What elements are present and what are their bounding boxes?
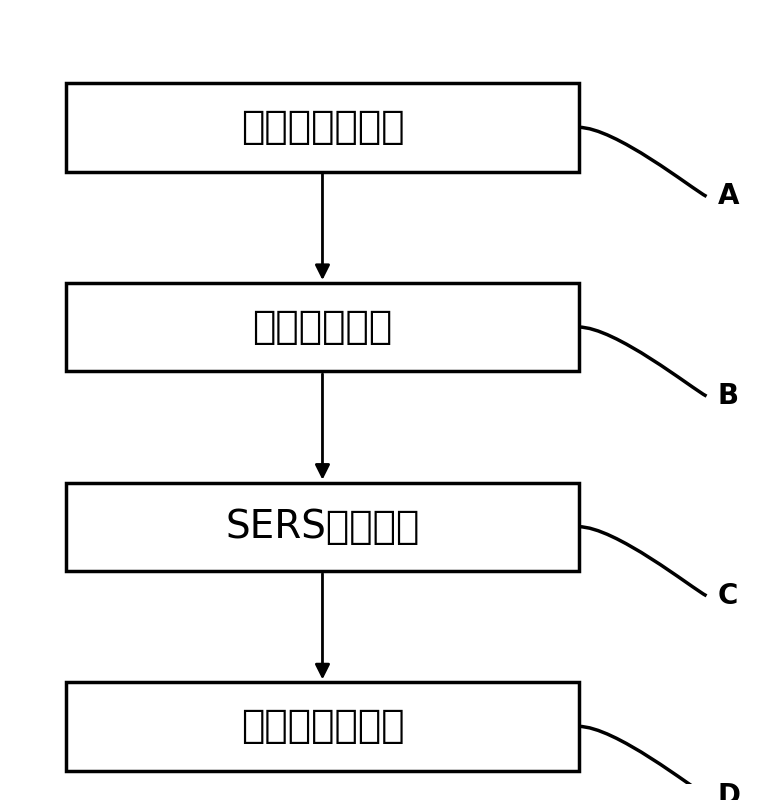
Text: A: A — [718, 182, 739, 210]
Text: SERS基底合成: SERS基底合成 — [226, 508, 420, 546]
FancyBboxPatch shape — [66, 482, 578, 571]
FancyBboxPatch shape — [66, 83, 578, 171]
Text: 尿液中肌酐检测: 尿液中肌酐检测 — [241, 707, 405, 746]
Text: 去除尿液中尿素: 去除尿液中尿素 — [241, 108, 405, 146]
Text: D: D — [718, 782, 741, 800]
Text: C: C — [718, 582, 738, 610]
Text: B: B — [718, 382, 738, 410]
Text: 肌酐样本制作: 肌酐样本制作 — [252, 308, 392, 346]
FancyBboxPatch shape — [66, 682, 578, 770]
FancyBboxPatch shape — [66, 283, 578, 371]
